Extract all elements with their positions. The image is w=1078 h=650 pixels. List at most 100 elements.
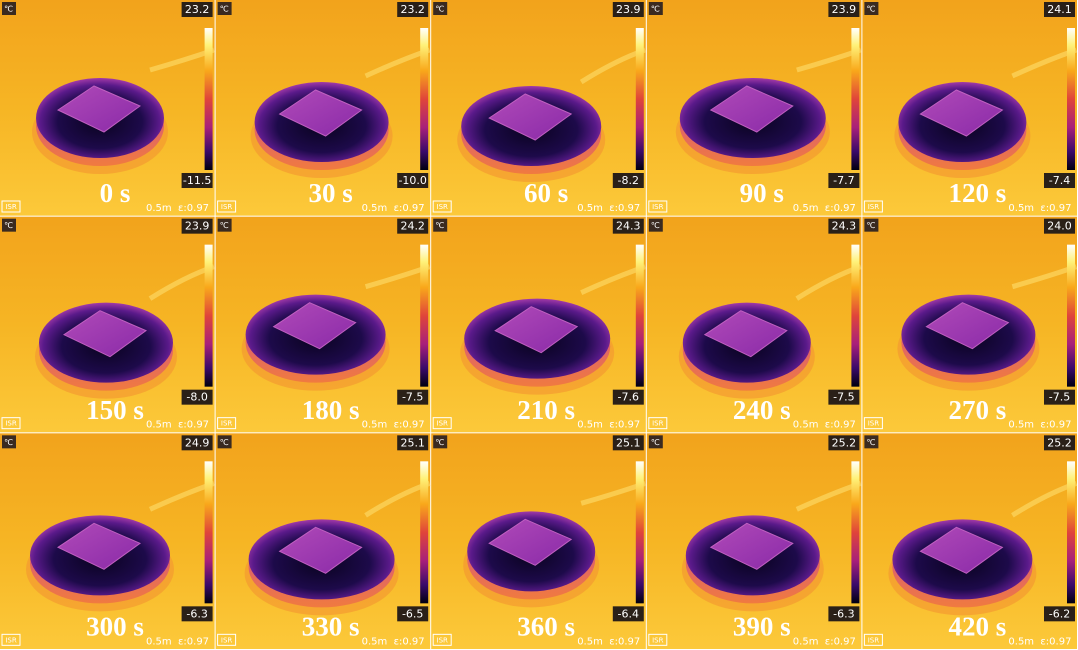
unit: ℃ [220, 438, 229, 447]
min-temp: -7.5 [1049, 391, 1070, 404]
isr-text: ISR [652, 636, 664, 644]
emissivity: ε:0.97 [178, 203, 209, 214]
min-temp: -6.3 [833, 607, 854, 620]
min-temp: -7.5 [833, 391, 854, 404]
emissivity: ε:0.97 [178, 636, 209, 647]
color-scale [1067, 245, 1075, 387]
color-scale [851, 245, 859, 387]
color-scale [205, 28, 213, 170]
distance: 0.5m [793, 203, 819, 214]
max-temp: 23.2 [185, 3, 210, 16]
distance: 0.5m [1008, 636, 1034, 647]
unit: ℃ [651, 221, 660, 230]
emissivity: ε:0.97 [609, 636, 640, 647]
min-temp: -8.2 [618, 174, 639, 187]
time-label: 360 s [517, 612, 575, 642]
emissivity: ε:0.97 [178, 420, 209, 431]
max-temp: 24.9 [185, 436, 210, 449]
min-temp: -6.2 [1049, 607, 1070, 620]
max-temp: 24.3 [832, 220, 857, 233]
max-temp: 25.2 [832, 436, 857, 449]
emissivity: ε:0.97 [825, 636, 856, 647]
max-temp: 23.9 [832, 3, 857, 16]
unit: ℃ [4, 5, 13, 14]
time-label: 420 s [949, 612, 1007, 642]
time-label: 270 s [949, 395, 1007, 425]
time-label: 330 s [302, 612, 360, 642]
max-temp: 23.9 [616, 3, 641, 16]
unit: ℃ [435, 221, 444, 230]
emissivity: ε:0.97 [825, 420, 856, 431]
thermal-panel: ℃24.3-7.6210 s0.5mε:0.97ISR [431, 217, 646, 433]
time-label: 120 s [949, 178, 1007, 208]
unit: ℃ [651, 438, 660, 447]
isr-text: ISR [5, 420, 17, 428]
distance: 0.5m [793, 636, 819, 647]
isr-text: ISR [868, 420, 880, 428]
thermal-panel: ℃23.9-7.790 s0.5mε:0.97ISR [647, 0, 862, 216]
distance: 0.5m [793, 420, 819, 431]
thermal-panel: ℃25.1-6.4360 s0.5mε:0.97ISR [431, 433, 646, 649]
unit: ℃ [435, 438, 444, 447]
min-temp: -11.5 [183, 174, 211, 187]
distance: 0.5m [1008, 203, 1034, 214]
unit: ℃ [866, 438, 875, 447]
color-scale [636, 461, 644, 603]
distance: 0.5m [146, 636, 172, 647]
color-scale [420, 461, 428, 603]
isr-text: ISR [652, 420, 664, 428]
min-temp: -6.4 [618, 607, 639, 620]
isr-text: ISR [5, 203, 17, 211]
time-label: 30 s [308, 178, 352, 208]
distance: 0.5m [146, 203, 172, 214]
distance: 0.5m [577, 636, 603, 647]
min-temp: -10.0 [398, 174, 426, 187]
color-scale [420, 28, 428, 170]
min-temp: -6.5 [402, 607, 423, 620]
max-temp: 23.9 [185, 220, 210, 233]
emissivity: ε:0.97 [609, 420, 640, 431]
min-temp: -7.4 [1049, 174, 1070, 187]
distance: 0.5m [362, 203, 388, 214]
distance: 0.5m [146, 420, 172, 431]
color-scale [420, 245, 428, 387]
emissivity: ε:0.97 [1040, 203, 1071, 214]
unit: ℃ [866, 5, 875, 14]
isr-text: ISR [221, 636, 233, 644]
color-scale [1067, 28, 1075, 170]
color-scale [851, 28, 859, 170]
time-label: 240 s [733, 395, 791, 425]
distance: 0.5m [362, 636, 388, 647]
isr-text: ISR [868, 636, 880, 644]
isr-text: ISR [437, 636, 449, 644]
min-temp: -7.7 [833, 174, 854, 187]
unit: ℃ [220, 221, 229, 230]
isr-text: ISR [652, 203, 664, 211]
emissivity: ε:0.97 [394, 203, 425, 214]
emissivity: ε:0.97 [1040, 636, 1071, 647]
color-scale [636, 28, 644, 170]
time-label: 60 s [524, 178, 568, 208]
time-label: 0 s [100, 178, 131, 208]
unit: ℃ [866, 221, 875, 230]
time-label: 150 s [86, 395, 144, 425]
max-temp: 25.1 [400, 436, 425, 449]
max-temp: 24.3 [616, 220, 641, 233]
thermal-panel: ℃24.0-7.5270 s0.5mε:0.97ISR [862, 217, 1077, 433]
isr-text: ISR [437, 203, 449, 211]
distance: 0.5m [1008, 420, 1034, 431]
emissivity: ε:0.97 [394, 420, 425, 431]
unit: ℃ [220, 5, 229, 14]
isr-text: ISR [5, 636, 17, 644]
emissivity: ε:0.97 [609, 203, 640, 214]
isr-text: ISR [437, 420, 449, 428]
thermal-panel: ℃23.2-10.030 s0.5mε:0.97ISR [216, 0, 431, 216]
isr-text: ISR [221, 203, 233, 211]
distance: 0.5m [577, 420, 603, 431]
max-temp: 24.2 [400, 220, 425, 233]
unit: ℃ [435, 5, 444, 14]
